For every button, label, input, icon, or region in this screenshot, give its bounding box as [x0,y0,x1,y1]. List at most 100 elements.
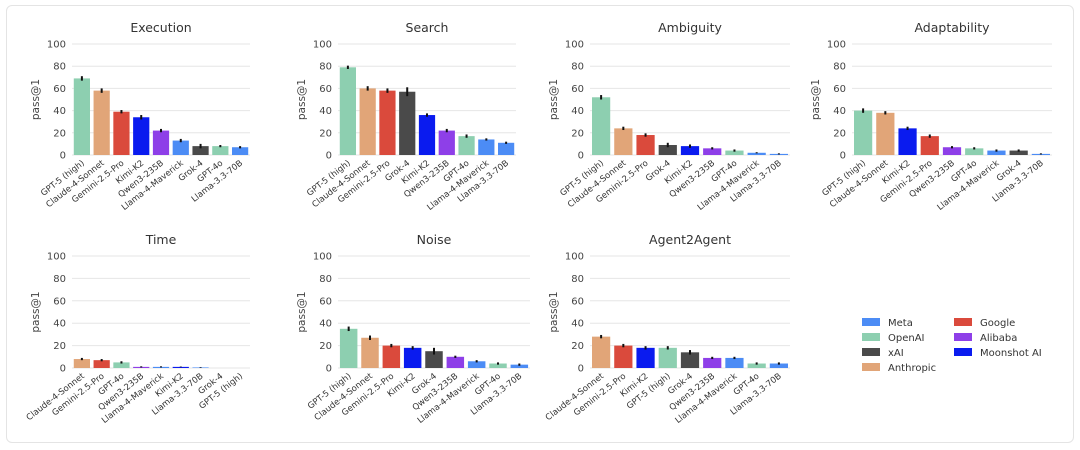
bar-grok-4 [192,146,209,155]
y-tick-label: 60 [319,296,332,307]
bar-llama-4-maverick [987,150,1006,155]
bar-llama-3-3-70b [232,147,249,155]
y-axis-label: pass@1 [810,79,822,120]
legend-swatch [862,348,880,356]
y-tick-label: 80 [833,62,846,73]
bar-qwen3-235b [152,130,170,155]
y-axis-label: pass@1 [296,291,308,332]
bar-gpt-4o [725,150,744,155]
bar-gemini-2-5-pro [93,360,110,368]
bar-gpt-5-high [658,347,677,368]
chart-title: Execution [130,20,191,35]
y-tick-label: 100 [827,40,846,51]
bar-qwen3-235b [438,130,455,155]
bar-grok-4 [658,145,677,155]
bar-gpt-5-high [854,110,873,155]
y-tick-label: 20 [53,128,66,139]
legend: Meta OpenAI xAI Anthropic Google Alibaba Moons… [862,318,1042,374]
legend-swatch [862,333,880,341]
bar-gpt-4o [212,146,229,155]
y-axis-label: pass@1 [548,79,560,120]
bar-grok-4 [399,91,416,155]
y-axis-label: pass@1 [30,291,42,332]
bar-kimi-k2 [133,117,150,155]
bar-gpt-5-high [339,328,358,368]
chart-title: Agent2Agent [649,232,731,247]
bar-kimi-k2 [403,347,422,368]
y-tick-label: 80 [53,274,66,285]
bar-gpt-5-high [73,78,90,155]
legend-label: Alibaba [980,333,1017,344]
bar-gpt-4o [747,363,766,368]
bar-claude-4-sonnet [876,112,895,155]
chart-title: Ambiguity [658,20,722,35]
y-tick-label: 100 [47,252,66,263]
legend-label: Moonshot AI [980,348,1042,359]
y-tick-label: 100 [565,252,584,263]
bar-gemini-2-5-pro [113,111,130,155]
y-tick-label: 60 [53,296,66,307]
y-tick-label: 100 [313,40,332,51]
y-tick-label: 40 [53,106,66,117]
bar-gemini-2-5-pro [636,135,655,155]
bar-llama-4-maverick [747,152,766,155]
legend-item-google: Google [954,318,1015,329]
y-tick-label: 20 [53,341,66,352]
bar-qwen3-235b [703,148,722,155]
bar-llama-4-maverick [467,361,486,368]
bar-gemini-2-5-pro [920,136,939,155]
legend-label: OpenAI [888,333,925,344]
bar-gpt-4o [965,148,984,155]
bar-llama-4-maverick [172,140,189,155]
y-tick-label: 0 [578,364,584,375]
bar-llama-3-3-70b [769,363,788,368]
bar-gpt-4o [489,363,507,368]
y-axis-label: pass@1 [548,291,560,332]
legend-label: Anthropic [888,363,936,374]
y-tick-label: 40 [319,319,332,330]
bar-llama-3-3-70b [498,142,515,155]
legend-swatch [954,318,972,326]
bar-kimi-k2 [418,115,436,155]
y-tick-label: 0 [60,151,66,162]
chart-panel-agent2agent: Agent2Agent020406080100pass@1Claude-4-So… [544,232,790,426]
y-tick-label: 0 [840,151,846,162]
y-tick-label: 60 [571,84,584,95]
bar-llama-3-3-70b [510,364,529,368]
bar-claude-4-sonnet [93,90,110,155]
bar-kimi-k2 [898,128,917,155]
bar-qwen3-235b [942,147,962,155]
bar-grok-4 [425,351,443,368]
y-axis-label: pass@1 [30,79,42,120]
y-tick-label: 80 [571,62,584,73]
y-tick-label: 60 [571,296,584,307]
y-tick-label: 80 [319,62,332,73]
bar-claude-4-sonnet [361,337,379,368]
bar-gemini-2-5-pro [614,345,633,368]
chart-title: Search [406,20,449,35]
bar-gemini-2-5-pro [379,90,396,155]
y-tick-label: 40 [53,319,66,330]
y-tick-label: 0 [60,364,66,375]
bar-grok-4 [680,352,700,368]
bar-kimi-k2 [680,146,700,155]
bar-claude-4-sonnet [614,128,633,155]
bar-claude-4-sonnet [592,336,611,368]
y-tick-label: 100 [47,40,66,51]
bar-gpt-5-high [339,67,356,155]
chart-title: Adaptability [914,20,990,35]
y-tick-label: 0 [326,364,332,375]
bar-kimi-k2 [172,366,189,368]
bar-gpt-4o [458,136,475,155]
legend-swatch [954,348,972,356]
chart-title: Noise [417,232,452,247]
bar-grok-4 [1009,150,1028,155]
bar-kimi-k2 [636,347,655,368]
legend-item-openai: OpenAI [862,333,925,344]
